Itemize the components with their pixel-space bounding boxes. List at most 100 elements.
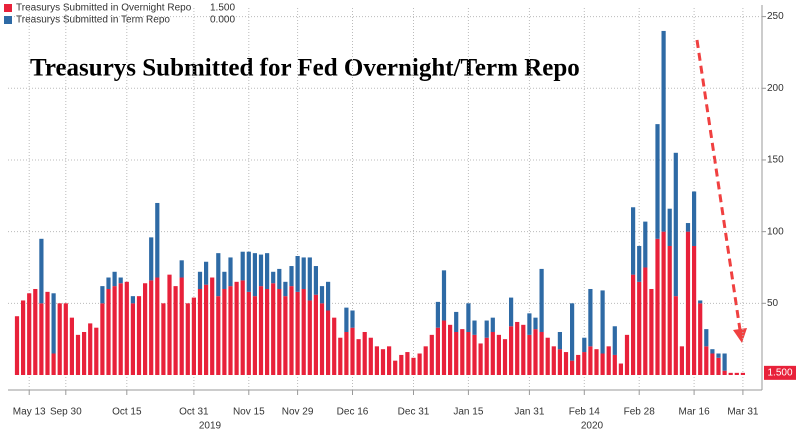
bar-segment (289, 286, 294, 375)
bar-segment (716, 357, 721, 375)
x-tick-label: May 13 (13, 407, 46, 418)
legend-value: 1.500 (210, 3, 235, 14)
bar-segment (222, 288, 227, 375)
bar-segment (655, 124, 660, 239)
bar-segment (588, 346, 593, 375)
bar-segment (222, 271, 227, 289)
legend-label: Treasurys Submitted in Term Repo (16, 15, 170, 26)
bar-segment (51, 293, 56, 354)
bar-segment (63, 303, 68, 375)
bar-segment (600, 353, 605, 375)
bar-segment (643, 221, 648, 268)
bar-segment (319, 303, 325, 375)
bar-segment (600, 290, 605, 354)
bar-segment (631, 274, 636, 375)
bar-segment (661, 231, 666, 375)
bar-segment (685, 223, 691, 232)
bar-segment (661, 30, 666, 232)
bar-segment (344, 307, 349, 332)
bar-segment (313, 294, 318, 375)
bar-segment (399, 354, 404, 375)
bar-segment (39, 303, 44, 375)
bar-segment (277, 268, 282, 289)
bar-segment (240, 280, 245, 375)
bar-segment (710, 353, 715, 375)
bar-segment (509, 297, 514, 327)
bar-segment (618, 363, 623, 375)
arrow-head (733, 328, 747, 343)
bar-segment (39, 238, 44, 304)
bar-segment (484, 337, 489, 375)
bar-segment (454, 311, 459, 332)
bar-segment (246, 291, 251, 375)
bar-segment (624, 334, 630, 375)
bar-segment (527, 334, 532, 375)
bar-segment (130, 296, 135, 304)
bar-segment (655, 238, 660, 375)
bar-segment (460, 329, 465, 375)
bar-segment (313, 266, 318, 295)
bar-segment (338, 337, 343, 375)
x-tick-label: Feb 14 (569, 407, 601, 418)
bar-segment (423, 346, 428, 375)
bar-segment (197, 271, 203, 289)
year-label: 2020 (581, 421, 604, 432)
bar-segment (551, 346, 556, 375)
bar-segment (515, 321, 520, 375)
bar-segment (289, 266, 294, 287)
x-tick-label: Feb 28 (624, 407, 656, 418)
y-tick-label: 50 (767, 298, 779, 309)
bar-segment (216, 296, 221, 375)
x-tick-label: Mar 16 (679, 407, 711, 418)
x-tick-label: Sep 30 (50, 407, 82, 418)
bar-segment (582, 352, 587, 375)
bar-segment (478, 343, 483, 375)
bar-segment (197, 288, 203, 375)
bar-segment (704, 346, 709, 375)
bar-segment (472, 334, 477, 375)
bar-segment (216, 253, 221, 297)
bar-segment (557, 331, 562, 350)
bar-segment (27, 293, 32, 375)
bar-segment (301, 257, 306, 289)
bar-segment (417, 353, 422, 375)
x-tick-label: Dec 16 (337, 407, 369, 418)
bar-segment (124, 281, 129, 375)
bar-segment (143, 283, 148, 375)
bar-segment (533, 317, 538, 330)
bar-segment (509, 326, 514, 375)
bar-segment (283, 281, 288, 297)
bar-segment (228, 286, 233, 375)
bar-segment (484, 320, 489, 338)
bar-segment (356, 339, 361, 375)
legend-swatch (4, 4, 12, 12)
bar-segment (643, 267, 648, 375)
bar-segment (472, 320, 477, 335)
bar-segment (14, 316, 20, 375)
bar-segment (155, 202, 160, 278)
bar-segment (441, 270, 447, 321)
bar-segment (594, 349, 599, 375)
bar-segment (179, 260, 184, 278)
bar-segment (210, 277, 215, 375)
arrow (695, 39, 742, 331)
bar-segment (405, 352, 410, 375)
bar-segment (350, 327, 355, 375)
bar-segment (411, 357, 416, 375)
y-tick-label: 250 (767, 11, 784, 22)
x-tick-label: Mar 31 (727, 407, 759, 418)
year-label: 2019 (199, 421, 222, 432)
bar-segment (155, 277, 160, 375)
bar-segment (277, 288, 282, 375)
bar-segment (204, 261, 209, 285)
bar-segment (631, 207, 636, 275)
x-tick-label: Dec 31 (398, 407, 430, 418)
bar-segment (252, 296, 257, 375)
bar-segment (100, 303, 105, 375)
bar-segment (204, 284, 209, 375)
bar-segment (240, 251, 245, 281)
bar-segment (435, 327, 440, 375)
y-tick-label: 200 (767, 83, 784, 94)
bar-segment (673, 296, 678, 375)
bar-segment (667, 245, 672, 375)
